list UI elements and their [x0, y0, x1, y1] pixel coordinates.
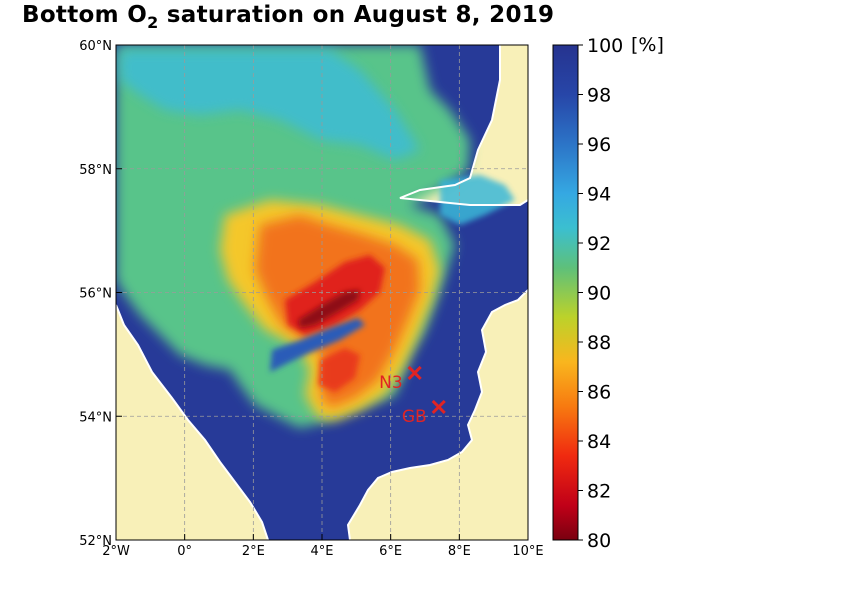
station-gb: GB: [402, 399, 446, 427]
x-tick-label: 0°: [177, 544, 192, 559]
title-prefix: Bottom O: [22, 2, 148, 28]
colorbar-tick-label: 84: [587, 431, 611, 453]
y-tick-label: 52°N: [79, 534, 112, 549]
y-tick-label: 56°N: [79, 287, 112, 302]
x-tick-label: 2°E: [242, 544, 265, 559]
colorbar-tick-label: 82: [587, 481, 611, 503]
colorbar: [552, 44, 579, 541]
x-tick-label: 4°E: [311, 544, 334, 559]
y-tick-label: 54°N: [79, 410, 112, 425]
map-plot-area: N3 GB: [116, 45, 528, 540]
colorbar-ticks: 100 98 96 94 92 90 88 86 84 82 80: [578, 35, 623, 552]
map-gridlines: [116, 45, 528, 540]
colorbar-tick-label: 96: [587, 134, 611, 156]
station-label: GB: [402, 407, 427, 427]
colorbar-tick-label: 88: [587, 332, 611, 354]
station-label: N3: [379, 373, 403, 393]
x-tick-label: 8°E: [448, 544, 471, 559]
station-markers: N3 GB: [379, 365, 446, 427]
colorbar-unit: [%]: [631, 34, 664, 56]
station-cross-mark: [407, 365, 422, 380]
colorbar-tick-label: 94: [587, 184, 611, 206]
sea-minimum-saturation: [298, 290, 360, 328]
station-cross-mark: [431, 399, 446, 415]
x-tick-label: 6°E: [379, 544, 402, 559]
sea-skagerrak-cyan: [440, 175, 515, 225]
y-tick-label: 60°N: [79, 39, 112, 54]
map-title: Bottom O2 saturation on August 8, 2019: [22, 2, 554, 32]
sea-north-cyan: [120, 50, 420, 160]
map-axis-ticks: 2°W 0° 2°E 4°E 6°E 8°E 10°E 60°N 58°N 56°N 54°N 52°…: [79, 39, 543, 559]
colorbar-tick-label: 90: [587, 283, 611, 305]
colorbar-tick-label: 86: [587, 382, 611, 404]
sea-blue-tongue: [270, 318, 365, 372]
colorbar-tick-label: 80: [587, 530, 611, 552]
title-subscript: 2: [147, 13, 159, 32]
sea-south-red-patch: [318, 348, 360, 392]
y-tick-label: 58°N: [79, 163, 112, 178]
x-tick-label: 2°W: [102, 544, 130, 559]
colorbar-tick-label: 92: [587, 233, 611, 255]
colorbar-tick-label: 98: [587, 85, 611, 107]
station-n3: N3: [379, 365, 422, 393]
coastline-east: [346, 289, 528, 540]
x-tick-label: 10°E: [512, 544, 543, 559]
coastline-norway: [399, 45, 528, 206]
title-suffix: saturation on August 8, 2019: [158, 2, 555, 28]
colorbar-tick-label: 100: [587, 35, 623, 57]
coastline-west: [116, 304, 269, 540]
